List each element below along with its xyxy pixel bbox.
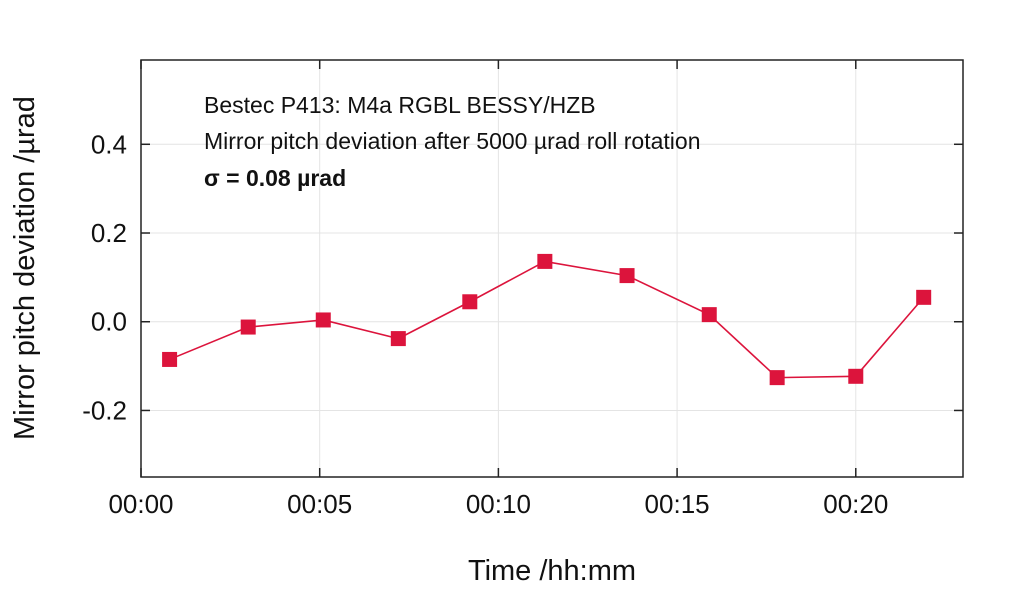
data-point-8: [769, 370, 785, 386]
x-tick-label-0: 00:00: [108, 489, 173, 519]
annotation-line-1: Bestec P413: M4a RGBL BESSY/HZB: [204, 92, 596, 118]
data-point-10: [916, 289, 932, 305]
data-point-0: [162, 351, 178, 367]
y-tick-label-0: -0.2: [82, 395, 127, 425]
y-tick-label-1: 0.0: [91, 307, 127, 337]
annotation-sigma: σ = 0.08 µrad: [204, 165, 346, 191]
data-point-1: [240, 319, 256, 335]
y-tick-label-2: 0.2: [91, 218, 127, 248]
plot-frame: [140, 59, 964, 478]
data-point-3: [390, 331, 406, 347]
x-tick-label-3: 00:15: [645, 489, 710, 519]
data-point-2: [315, 312, 331, 328]
x-tick-label-1: 00:05: [287, 489, 352, 519]
x-axis-label: Time /hh:mm: [468, 555, 636, 587]
x-tick-label-2: 00:10: [466, 489, 531, 519]
data-point-6: [619, 268, 635, 284]
tick-labels: 00:00 00:05 00:10 00:15 00:20 -0.2 0.0 0.2 0.4: [82, 129, 888, 519]
series-group: [162, 253, 932, 386]
annotation-line-2: Mirror pitch deviation after 5000 µrad r…: [204, 128, 701, 154]
grid-lines: [140, 60, 963, 477]
x-tick-label-4: 00:20: [823, 489, 888, 519]
y-tick-label-3: 0.4: [91, 129, 127, 159]
axis-ticks: [140, 60, 963, 477]
data-point-5: [537, 253, 553, 269]
data-point-9: [848, 368, 864, 384]
data-point-7: [701, 307, 717, 323]
data-point-4: [462, 294, 478, 310]
y-axis-label: Mirror pitch deviation /µrad: [9, 96, 41, 440]
series-line-0: [169, 260, 925, 379]
